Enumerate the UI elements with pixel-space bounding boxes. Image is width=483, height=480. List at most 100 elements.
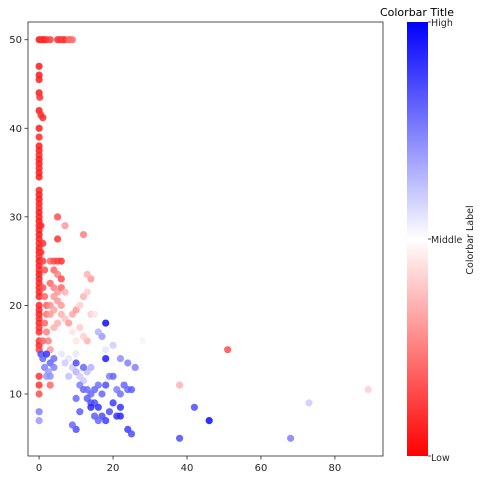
x-tick-label: 40 — [181, 463, 194, 474]
colorbar-gradient — [407, 22, 428, 456]
scatter-point — [72, 337, 80, 345]
scatter-point — [72, 359, 80, 367]
scatter-point — [46, 310, 54, 318]
y-tick-label: 40 — [9, 124, 22, 135]
scatter-point — [131, 363, 139, 371]
scatter-point — [41, 293, 49, 301]
scatter-point — [94, 381, 102, 389]
scatter-point — [116, 355, 124, 363]
scatter-point — [76, 408, 84, 416]
scatter-point — [364, 386, 372, 394]
scatter-point — [83, 288, 91, 296]
scatter-point — [76, 324, 84, 332]
scatter-point — [139, 337, 147, 345]
scatter-point — [35, 372, 43, 380]
scatter-point — [35, 293, 43, 301]
x-tick-label: 20 — [107, 463, 120, 474]
scatter-point — [176, 434, 184, 442]
scatter-point — [35, 133, 43, 141]
scatter-point — [68, 36, 76, 44]
x-axis: 0 20 40 60 80 — [36, 456, 341, 474]
scatter-point — [44, 337, 52, 345]
scatter-point — [42, 350, 51, 358]
scatter-point — [65, 372, 73, 380]
scatter-point — [54, 213, 62, 221]
y-tick-label: 30 — [9, 212, 22, 223]
scatter-point — [102, 346, 110, 354]
scatter-point — [37, 222, 45, 230]
y-tick-label: 10 — [9, 390, 22, 401]
scatter-point — [76, 301, 84, 309]
scatter-point — [305, 399, 313, 407]
scatter-point — [94, 403, 102, 411]
scatter-point — [146, 346, 154, 354]
scatter-point — [50, 355, 58, 363]
scatter-point — [105, 408, 113, 416]
scatter-point — [35, 390, 43, 398]
scatter-point — [91, 310, 99, 318]
scatter-point — [35, 76, 43, 84]
scatter-point — [224, 346, 232, 354]
scatter-point — [61, 359, 69, 367]
scatter-point — [39, 284, 47, 292]
scatter-point — [46, 381, 54, 389]
scatter-point — [116, 390, 124, 398]
scatter-point — [102, 417, 110, 425]
scatter-point — [50, 324, 58, 332]
scatter-point — [87, 363, 95, 371]
colorbar-title: Colorbar Title — [380, 6, 454, 19]
scatter-point — [102, 381, 110, 389]
colorbar-axis-label: Colorbar Label — [465, 205, 476, 274]
scatter-point — [35, 124, 43, 132]
scatter-point — [39, 337, 47, 345]
scatter-point — [79, 231, 88, 239]
scatter-point — [68, 421, 76, 429]
scatter-point — [42, 328, 51, 336]
scatter-point — [124, 359, 132, 367]
scatter-point — [41, 266, 49, 274]
scatter-point — [41, 319, 49, 327]
scatter-point — [91, 412, 99, 420]
scatter-point — [83, 270, 91, 278]
colorbar-label-middle: Middle — [431, 235, 463, 246]
scatter-point — [190, 403, 198, 411]
scatter-point — [109, 399, 117, 407]
scatter-point — [127, 386, 136, 394]
scatter-point — [65, 319, 73, 327]
scatter-point — [54, 235, 62, 243]
scatter-point — [35, 381, 43, 389]
scatter-point — [205, 417, 213, 425]
scatter-point — [68, 328, 76, 336]
y-tick-label: 20 — [9, 301, 22, 312]
scatter-point — [35, 417, 43, 425]
scatter-point — [35, 62, 43, 70]
scatter-point — [109, 341, 117, 349]
scatter-point — [39, 114, 47, 122]
scatter-point — [57, 257, 65, 265]
colorbar: Colorbar Title High Middle Low Colorbar … — [380, 6, 476, 464]
scatter-point — [94, 328, 102, 336]
scatter-point — [61, 288, 69, 296]
scatter-point — [35, 408, 43, 416]
colorbar-label-low: Low — [431, 453, 450, 464]
scatter-point — [36, 93, 44, 101]
scatter-point — [116, 403, 124, 411]
x-tick-label: 80 — [329, 463, 342, 474]
scatter-point — [79, 363, 88, 371]
scatter-point — [61, 222, 69, 230]
scatter-point — [57, 275, 65, 283]
scatter-point — [109, 372, 117, 380]
scatter-point — [72, 394, 80, 402]
scatter-point — [287, 434, 295, 442]
scatter-point — [57, 301, 65, 309]
scatter-point — [35, 328, 43, 336]
scatter-point — [102, 355, 110, 363]
scatter-point — [102, 319, 110, 327]
colorbar-label-high: High — [431, 18, 453, 29]
x-tick-label: 60 — [255, 463, 268, 474]
y-tick-label: 50 — [9, 35, 22, 46]
scatter-point — [37, 248, 45, 256]
scatter-point — [39, 257, 47, 265]
scatter-points — [35, 36, 372, 442]
